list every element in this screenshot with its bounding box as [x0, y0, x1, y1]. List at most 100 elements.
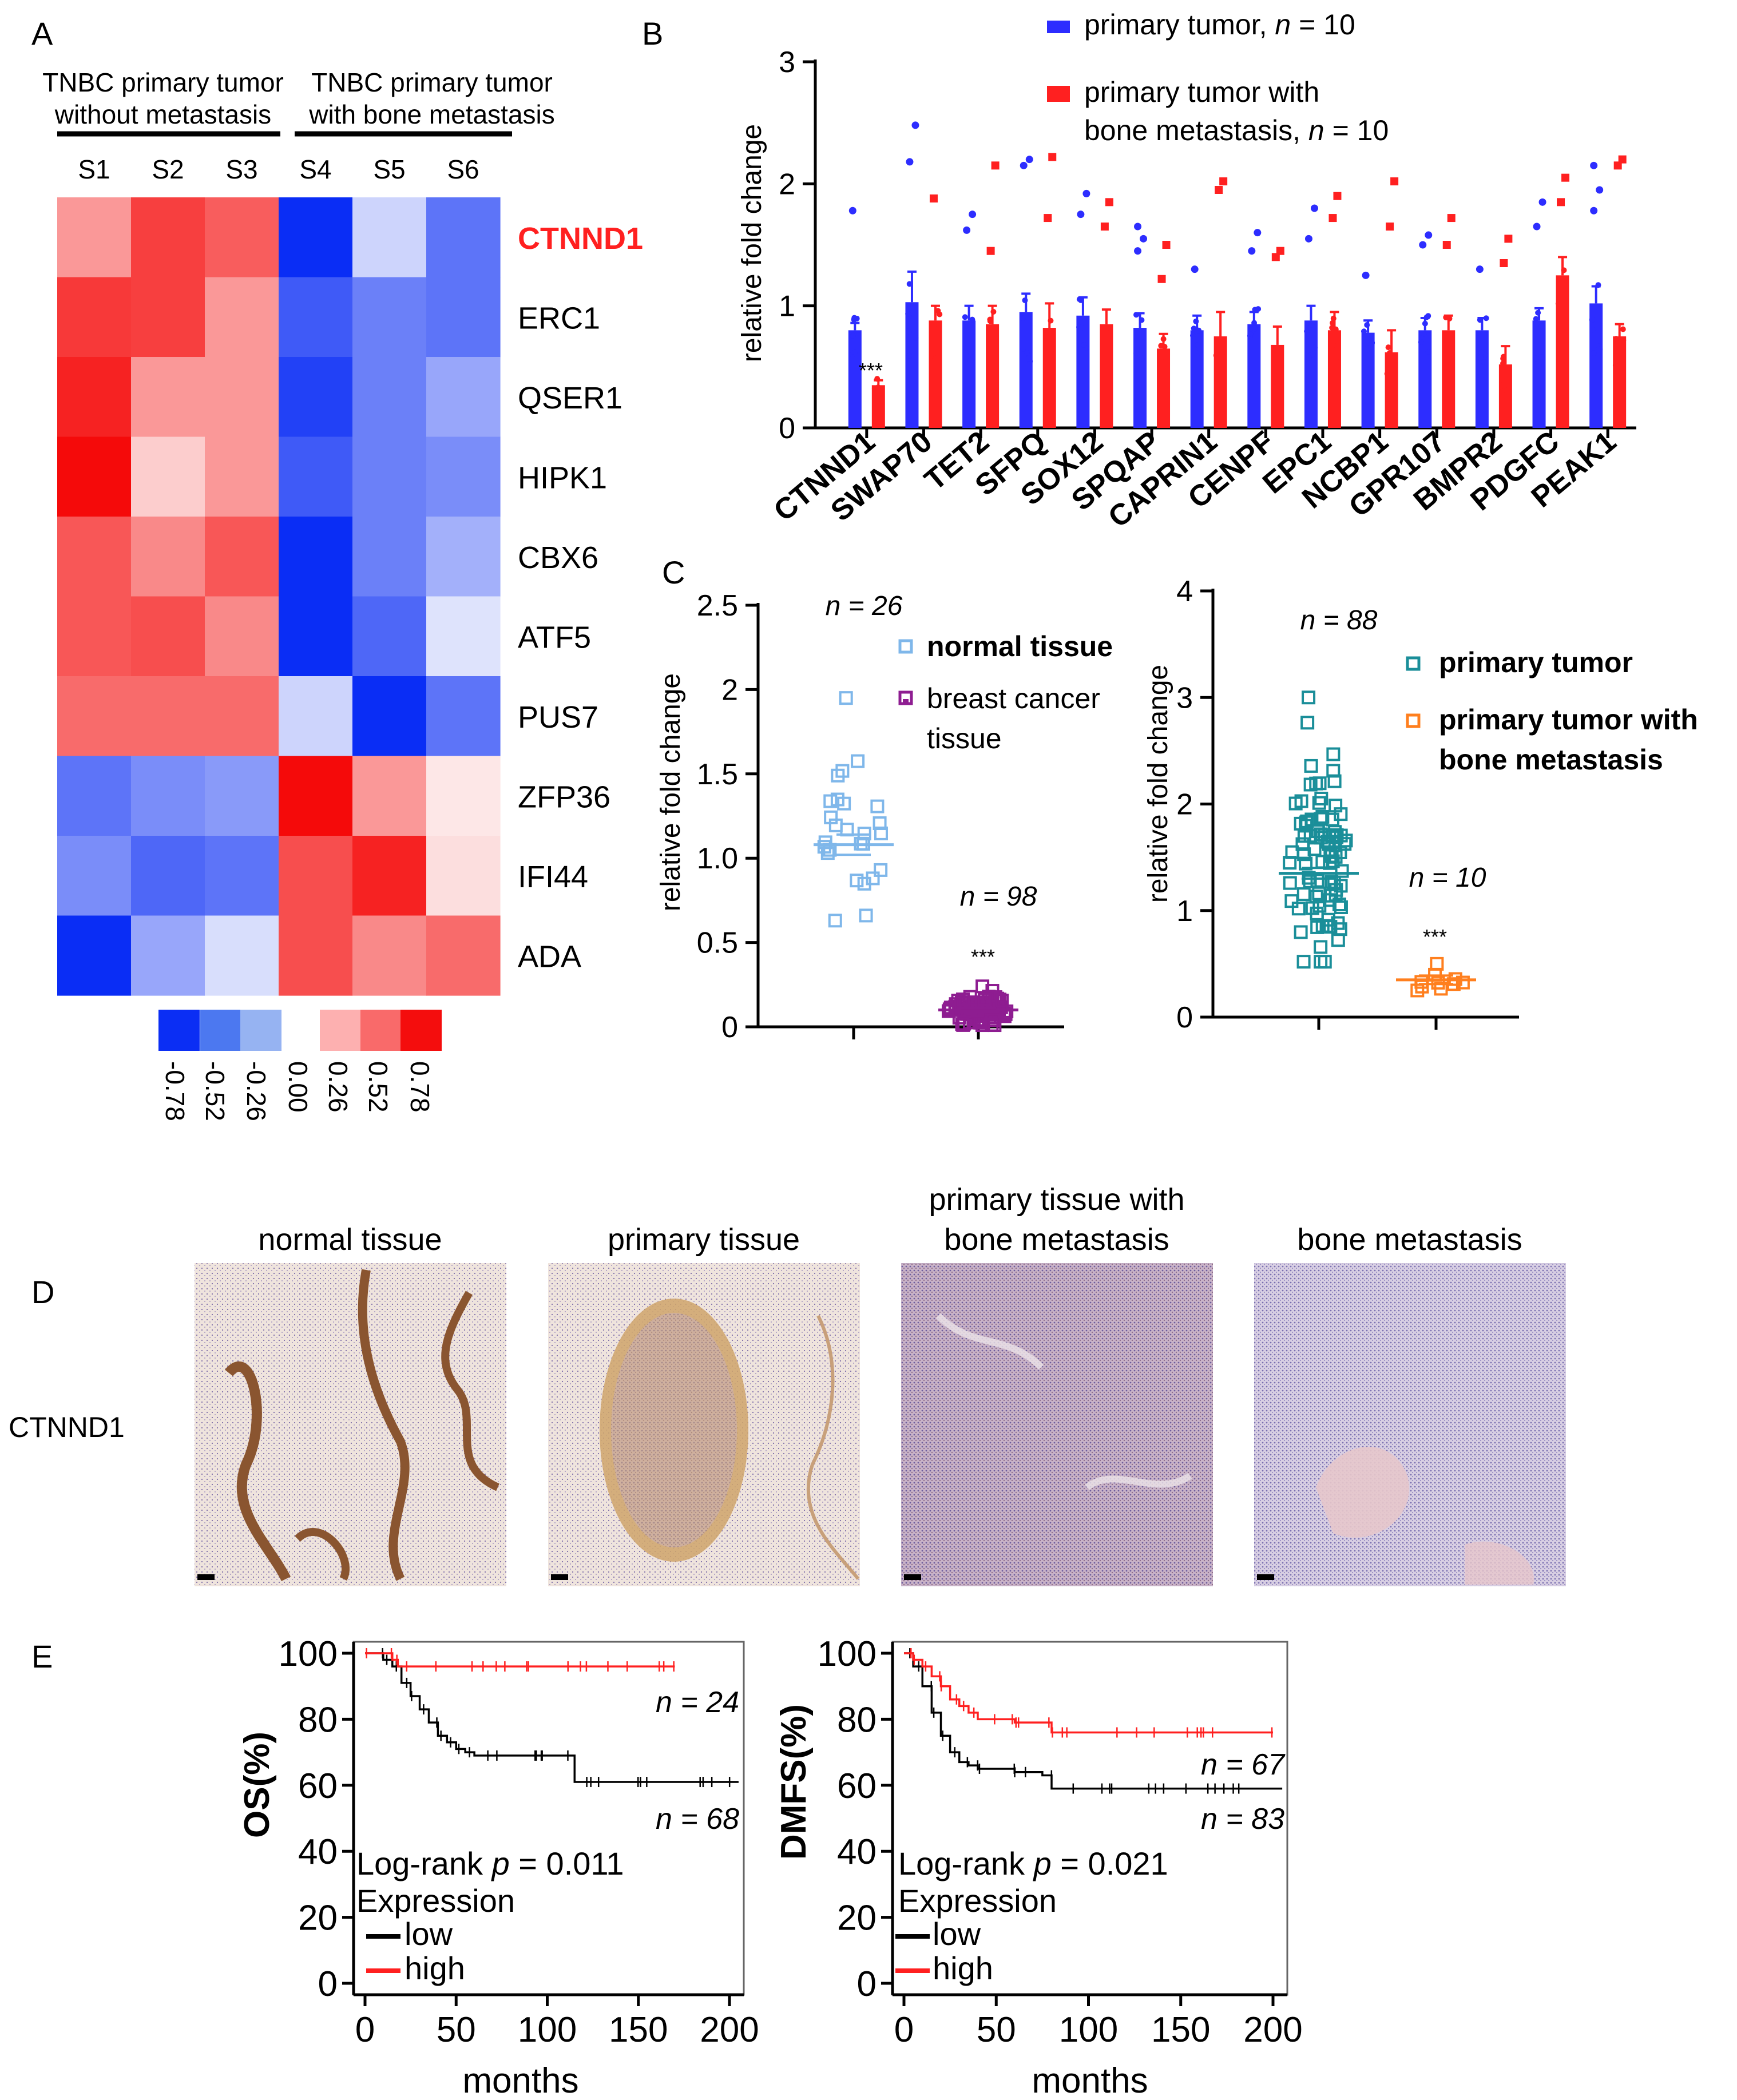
- scatter-point: [1327, 875, 1341, 890]
- scatter-point: [1291, 902, 1306, 916]
- bar-point: [1446, 315, 1453, 321]
- legend-bone-met-line1: primary tumor with: [1084, 76, 1319, 108]
- scatter-right-points: [1279, 690, 1476, 998]
- scatter-point: [1304, 759, 1318, 773]
- bar-point: [1446, 364, 1452, 371]
- km-x-tick-label: 150: [609, 2010, 668, 2050]
- bar-point: [1275, 372, 1281, 379]
- heatmap-column-labels: S1 S2 S3 S4 S5 S6: [78, 154, 479, 184]
- bar-point: [1481, 359, 1487, 365]
- scatter-point: [1312, 886, 1326, 900]
- bar-point: [1533, 316, 1539, 322]
- km-dmfs-x-label: months: [1032, 2061, 1148, 2100]
- bar-point: [1191, 325, 1197, 332]
- bar-point: [1612, 362, 1619, 368]
- bar-point: [906, 328, 912, 335]
- bar-point: [1500, 360, 1506, 367]
- scatter-point: [1284, 894, 1299, 908]
- scatter-point: [995, 994, 1009, 1008]
- km-x-tick-label: 0: [894, 2010, 914, 2050]
- km-dmfs-logrank: Log-rank p = 0.021: [898, 1845, 1168, 1881]
- heatmap-cell: [426, 676, 501, 757]
- km-y-tick-label: 40: [298, 1832, 338, 1872]
- bar-point: [1158, 343, 1164, 349]
- bar-point: [1562, 301, 1569, 307]
- scatter-y-tick-label: 2: [1176, 788, 1193, 821]
- bar-outlier: [1362, 271, 1370, 279]
- bar-BMPR2-bone-met: [1498, 364, 1512, 428]
- scatter-point: [1333, 898, 1347, 912]
- heatmap-cell: [57, 357, 132, 438]
- scatter-point: [1312, 796, 1326, 810]
- bar-point: [1387, 378, 1393, 384]
- bar-point: [906, 352, 913, 359]
- bar-point: [1589, 316, 1595, 323]
- bar-point: [1050, 340, 1056, 347]
- bar-outlier: [1613, 161, 1622, 170]
- color-key-swatch: [158, 1010, 200, 1051]
- bar-outlier: [969, 211, 977, 219]
- bar-EPC1-primary: [1304, 320, 1318, 428]
- scatter-normal-vs-cancer: 0 0.5 1.0 1.5 2 2.5 relative fold change n = …: [656, 589, 1113, 1044]
- scatter-point: [820, 846, 835, 860]
- bar-point: [874, 376, 881, 382]
- bar-point: [1365, 345, 1371, 351]
- km-y-tick-label: 60: [298, 1766, 338, 1806]
- bar-chart-panel: 0 1 2 3 CTNND1SWAP70TET2SFPQSOX12SPQAPCAPRI…: [737, 9, 1636, 534]
- bar-point: [1560, 329, 1567, 335]
- bar-outlier: [1533, 223, 1541, 231]
- legend-bone-label-1: primary tumor with: [1439, 704, 1698, 736]
- heatmap-cell: [352, 517, 427, 597]
- legend-primary-tumor: primary tumor, n = 10: [1084, 9, 1355, 41]
- bar-outlier: [1390, 177, 1399, 186]
- scatter-point: [823, 794, 838, 808]
- bar-outlier: [1590, 207, 1598, 215]
- bar-point: [878, 400, 885, 407]
- bar-point: [967, 349, 974, 355]
- scatter-left-y-label: relative fold change: [656, 673, 686, 911]
- bar-point: [1022, 297, 1028, 303]
- heatmap-group-label: TNBC primary tumor: [42, 68, 284, 97]
- scatter-point: [1300, 716, 1315, 730]
- heatmap-cell: [57, 676, 132, 757]
- bar-outlier: [1025, 156, 1033, 164]
- bar-outlier: [1476, 265, 1484, 273]
- heatmap-column-label: S1: [78, 154, 110, 184]
- scatter-y-tick-label: 2: [721, 673, 738, 706]
- heatmap-cell: [205, 436, 279, 517]
- bar-point: [963, 345, 969, 351]
- bar-point: [1139, 339, 1145, 346]
- heatmap-cell: [426, 436, 501, 517]
- scatter-point: [874, 863, 888, 877]
- heatmap-row-label: CBX6: [518, 541, 598, 575]
- ihc-title: bone metastasis: [944, 1222, 1169, 1257]
- legend-cancer-marker-fill: [903, 699, 909, 704]
- scatter-point: [1430, 956, 1444, 971]
- ihc-title: normal tissue: [258, 1222, 442, 1257]
- bar-outlier: [1596, 186, 1604, 194]
- heatmap-cell: [205, 357, 279, 438]
- bar-PDGFC-bone-met: [1556, 275, 1569, 428]
- km-dmfs-curves: [904, 1648, 1283, 1794]
- bar-outlier: [1157, 275, 1166, 283]
- panel-label-c: C: [662, 554, 685, 590]
- bar-outlier: [1386, 223, 1394, 231]
- ihc-titles: normal tissue primary tissue primary tissu…: [258, 1182, 1522, 1257]
- bar-point: [1220, 348, 1227, 355]
- bar-point: [1500, 355, 1506, 362]
- bar-outlier: [929, 194, 938, 203]
- bar-point: [1158, 358, 1164, 364]
- scatter-right-y-label: relative fold change: [1143, 665, 1173, 903]
- bar-point: [1477, 317, 1483, 323]
- bar-point: [1308, 321, 1315, 328]
- heatmap-cell: [205, 756, 279, 836]
- bar-outlier: [1425, 231, 1433, 239]
- heatmap-row-label: IFI44: [518, 860, 588, 894]
- bar-point: [1391, 363, 1398, 369]
- scatter-point: [1311, 824, 1325, 839]
- heatmap-cell: [352, 756, 427, 836]
- bar-outlier: [986, 247, 995, 255]
- scatter-point: [1303, 874, 1317, 888]
- km-os-curves: [365, 1648, 739, 1788]
- bar-point: [1312, 344, 1318, 351]
